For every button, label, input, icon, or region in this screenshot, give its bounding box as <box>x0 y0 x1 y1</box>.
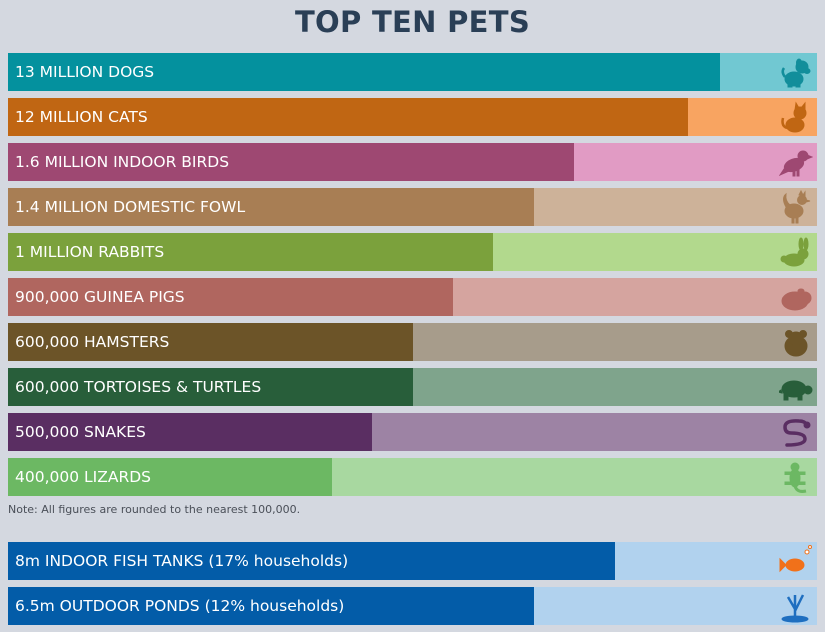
extra-bar-0: 8m INDOOR FISH TANKS (17% households) <box>8 542 817 580</box>
rabbit-icon <box>780 237 809 267</box>
pond-icon <box>781 594 809 623</box>
bar-label: 400,000 LIZARDS <box>15 468 151 486</box>
bar-label: 1.6 MILLION INDOOR BIRDS <box>15 153 230 171</box>
dog-icon <box>781 58 811 88</box>
bar-label: 12 MILLION CATS <box>15 108 148 126</box>
bar-label: 8m INDOOR FISH TANKS (17% households) <box>15 552 349 570</box>
fish-icon <box>779 545 812 573</box>
bar-fill <box>8 188 534 226</box>
bar-fill <box>8 143 575 181</box>
bar-fill <box>8 53 720 91</box>
bar-fill <box>8 587 534 625</box>
bar-label: 500,000 SNAKES <box>15 423 146 441</box>
bar-label: 900,000 GUINEA PIGS <box>15 288 185 306</box>
bar-fill <box>8 458 332 496</box>
rooster-icon <box>783 190 811 224</box>
bar-label: 600,000 HAMSTERS <box>15 333 170 351</box>
bar-3: 1.4 MILLION DOMESTIC FOWL <box>8 188 817 226</box>
bar-fill <box>8 233 494 271</box>
bar-fill <box>8 98 688 136</box>
bar-7: 600,000 TORTOISES & TURTLES <box>8 368 817 406</box>
bar-4: 1 MILLION RABBITS <box>8 233 817 271</box>
bird-icon <box>779 150 813 177</box>
bar-fill <box>8 542 615 580</box>
bar-fill <box>8 278 453 316</box>
bar-5: 900,000 GUINEA PIGS <box>8 278 817 316</box>
lizard-icon <box>784 462 807 493</box>
cat-icon <box>781 101 807 133</box>
bar-label: 1.4 MILLION DOMESTIC FOWL <box>15 198 246 216</box>
hamster-icon <box>784 330 808 357</box>
bar-fill <box>8 323 413 361</box>
turtle-icon <box>779 380 813 401</box>
bar-2: 1.6 MILLION INDOOR BIRDS <box>8 143 817 181</box>
snake-icon <box>783 419 811 447</box>
guinea-pig-icon <box>781 288 812 311</box>
bar-6: 600,000 HAMSTERS <box>8 323 817 361</box>
bar-9: 400,000 LIZARDS <box>8 458 817 496</box>
bar-label: 600,000 TORTOISES & TURTLES <box>15 378 262 396</box>
bar-1: 12 MILLION CATS <box>8 98 817 136</box>
bar-8: 500,000 SNAKES <box>8 413 817 451</box>
chart-title: TOP TEN PETS <box>294 5 531 39</box>
bar-label: 13 MILLION DOGS <box>15 63 155 81</box>
footnote: Note: All figures are rounded to the nea… <box>8 503 301 516</box>
bar-fill <box>8 413 373 451</box>
bar-label: 1 MILLION RABBITS <box>15 243 165 261</box>
bar-0: 13 MILLION DOGS <box>8 53 817 91</box>
extra-bar-1: 6.5m OUTDOOR PONDS (12% households) <box>8 587 817 625</box>
bar-fill <box>8 368 413 406</box>
bar-label: 6.5m OUTDOOR PONDS (12% households) <box>15 597 345 615</box>
